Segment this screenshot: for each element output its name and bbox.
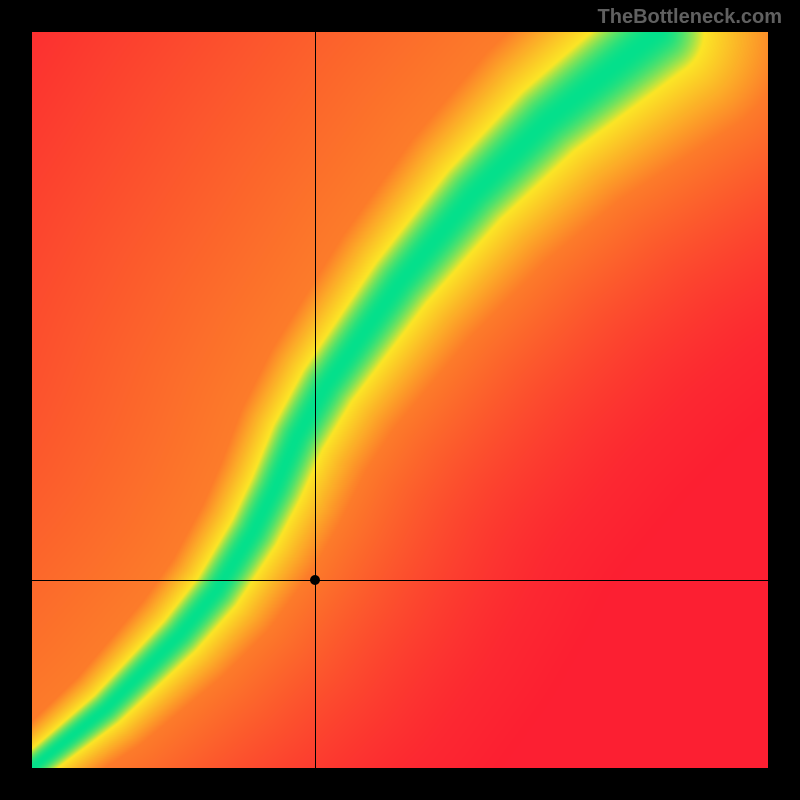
crosshair-vertical	[315, 32, 316, 768]
intersection-marker	[310, 575, 320, 585]
heatmap-canvas	[32, 32, 768, 768]
watermark-text: TheBottleneck.com	[598, 6, 782, 29]
plot-area	[32, 32, 768, 768]
crosshair-horizontal	[32, 580, 768, 581]
